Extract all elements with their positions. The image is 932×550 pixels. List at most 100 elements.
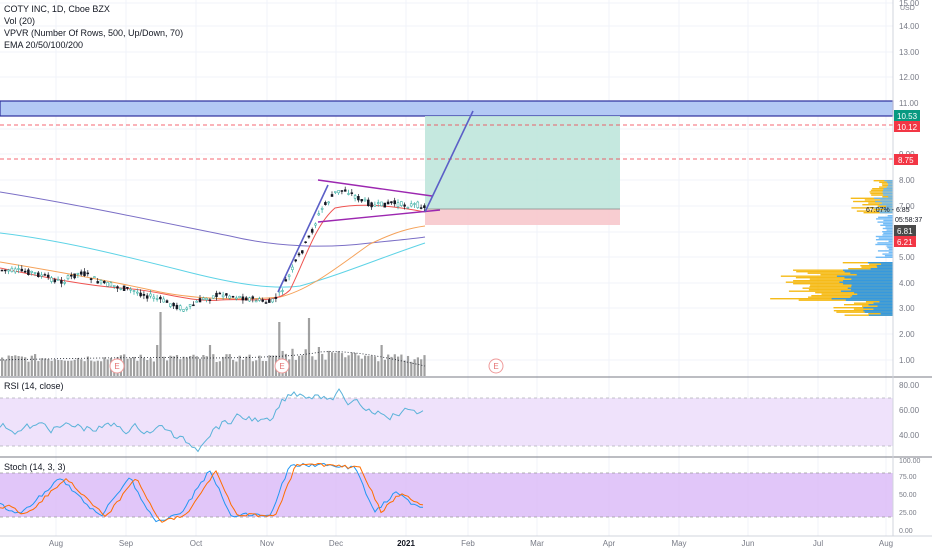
volume-indicator-label[interactable]: Vol (20)	[4, 16, 36, 26]
vpvr-bar	[887, 215, 893, 217]
volume-bar	[321, 353, 324, 376]
vpvr-bar	[873, 208, 893, 211]
triangle-upper-line[interactable]	[317, 179, 433, 197]
target-zone[interactable]	[425, 116, 620, 209]
volume-bar	[406, 355, 410, 376]
vpvr-bar	[886, 205, 893, 207]
vpvr-bar	[882, 231, 893, 233]
vpvr-bar	[831, 298, 893, 300]
candle-body	[380, 201, 383, 207]
volume-bar	[334, 352, 337, 376]
volume-bar	[370, 355, 373, 376]
triangle-lower-line[interactable]	[317, 209, 441, 223]
rsi-axis-label: 60.00	[899, 406, 920, 415]
volume-bar	[261, 360, 264, 376]
candle-body	[159, 296, 162, 300]
svg-text:10.53: 10.53	[897, 112, 918, 121]
earnings-marker[interactable]: E	[274, 358, 290, 374]
volume-bar	[50, 360, 53, 376]
time-axis[interactable]: Aug Sep Oct Nov Dec 2021 Feb Mar Apr May Jun Jul Aug	[49, 539, 893, 548]
ema-indicator-label[interactable]: EMA 20/50/100/200	[4, 40, 84, 50]
vpvr-bar	[877, 266, 893, 268]
candle-body	[284, 279, 288, 282]
time-tick-label: Nov	[260, 539, 274, 548]
trend-line-projection[interactable]	[424, 110, 474, 213]
trend-line-rally[interactable]	[277, 184, 329, 293]
vpvr-bar	[843, 304, 893, 306]
vpvr-bar	[872, 188, 893, 190]
candle-body	[357, 196, 360, 201]
volume-bar	[17, 356, 20, 376]
volume-bar	[324, 359, 327, 376]
candle-body	[86, 272, 90, 275]
volume-bar	[40, 358, 43, 376]
vpvr-bar	[882, 196, 893, 198]
volume-bar	[354, 352, 357, 376]
volume-bar	[380, 345, 383, 376]
volume-bar	[20, 356, 23, 376]
volume-bar	[241, 359, 245, 376]
vpvr-bar	[879, 301, 893, 303]
price-unit-label: USD	[900, 5, 915, 12]
candle-body	[347, 193, 350, 195]
vpvr-bar	[883, 232, 893, 234]
candle-body	[360, 199, 363, 202]
candle-body	[152, 296, 156, 299]
candle-body	[251, 296, 255, 299]
price-tick-label: 15.00	[899, 0, 920, 8]
stop-zone[interactable]	[425, 209, 620, 225]
vpvr-bar	[880, 224, 893, 226]
volume-bar	[152, 361, 155, 376]
vpvr-bar	[867, 262, 893, 264]
vpvr-indicator-label[interactable]: VPVR (Number Of Rows, 500, Up/Down, 70)	[4, 28, 184, 38]
vpvr-bar	[877, 250, 893, 252]
candle-body	[330, 194, 334, 197]
vpvr-bar	[863, 212, 893, 214]
candle-body	[182, 309, 185, 312]
earnings-marker[interactable]: E	[488, 358, 504, 374]
volume-bar	[331, 352, 334, 376]
candle-body	[370, 202, 373, 208]
ema-50-line	[0, 225, 426, 300]
volume-bar	[192, 354, 195, 376]
volume-bar	[218, 361, 221, 376]
vpvr-bar	[873, 197, 893, 199]
candle-body	[70, 274, 73, 277]
rsi-pane-title[interactable]: RSI (14, close)	[4, 381, 64, 391]
volume-bar	[347, 355, 350, 376]
vpvr-bar	[873, 302, 893, 304]
price-axis[interactable]: 15.0014.0013.0012.0011.0010.009.008.007.…	[899, 0, 920, 365]
stoch-axis-label: 25.00	[899, 510, 917, 517]
volume-bar	[255, 360, 258, 376]
svg-text:E: E	[493, 362, 498, 371]
volume-bar	[169, 355, 172, 376]
candle-body	[116, 286, 119, 289]
volume-bar	[4, 359, 7, 376]
stoch-pane-title[interactable]: Stoch (14, 3, 3)	[4, 462, 66, 472]
vpvr-bar	[851, 278, 893, 280]
volume-bar	[350, 352, 353, 376]
vpvr-bar	[888, 240, 893, 242]
volume-bar	[364, 355, 367, 376]
vpvr-bar	[881, 202, 893, 204]
volume-bar	[149, 358, 152, 376]
symbol-title[interactable]: COTY INC, 1D, Cboe BZX	[4, 4, 110, 14]
volume-bar	[304, 349, 307, 376]
price-tick-label: 4.00	[899, 279, 915, 288]
volume-bar	[251, 361, 254, 376]
volume-bar	[126, 358, 129, 376]
volume-bar	[162, 356, 165, 376]
candle-body	[23, 270, 27, 273]
resistance-band[interactable]	[0, 100, 894, 117]
vpvr-bar	[863, 310, 893, 312]
vpvr-bar	[885, 226, 893, 228]
earnings-marker[interactable]: E	[109, 358, 125, 374]
candle-body	[33, 272, 37, 274]
candle-body	[43, 274, 47, 276]
vpvr-bar	[876, 210, 893, 212]
candle-body	[89, 278, 93, 281]
volume-bar	[7, 355, 10, 376]
vpvr-bar	[884, 255, 893, 257]
stoch-band	[0, 473, 893, 517]
